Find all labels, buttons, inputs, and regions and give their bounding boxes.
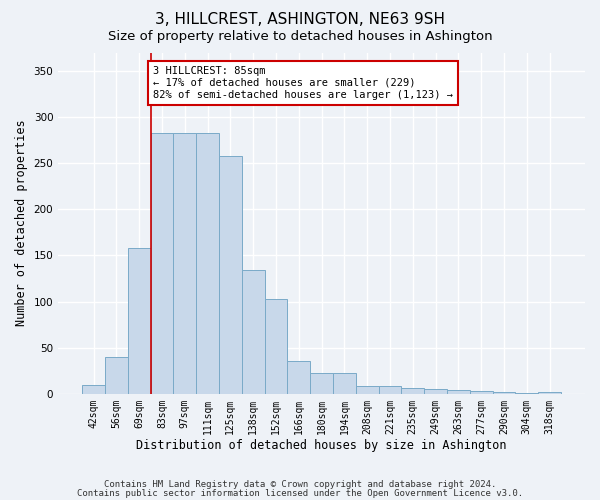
Y-axis label: Number of detached properties: Number of detached properties [15,120,28,326]
Bar [82,384,105,394]
Bar [424,389,447,394]
Bar [493,392,515,394]
Bar [219,156,242,394]
Bar [196,133,219,394]
Bar [151,133,173,394]
Text: Contains public sector information licensed under the Open Government Licence v3: Contains public sector information licen… [77,489,523,498]
Bar [379,386,401,394]
Bar [515,393,538,394]
Text: 3 HILLCREST: 85sqm
← 17% of detached houses are smaller (229)
82% of semi-detach: 3 HILLCREST: 85sqm ← 17% of detached hou… [153,66,453,100]
Bar [538,392,561,394]
Bar [356,386,379,394]
X-axis label: Distribution of detached houses by size in Ashington: Distribution of detached houses by size … [136,440,507,452]
Bar [128,248,151,394]
Bar [470,391,493,394]
Bar [401,388,424,394]
Bar [333,372,356,394]
Bar [447,390,470,394]
Bar [173,133,196,394]
Bar [310,372,333,394]
Bar [265,299,287,394]
Text: 3, HILLCREST, ASHINGTON, NE63 9SH: 3, HILLCREST, ASHINGTON, NE63 9SH [155,12,445,28]
Text: Contains HM Land Registry data © Crown copyright and database right 2024.: Contains HM Land Registry data © Crown c… [104,480,496,489]
Bar [287,360,310,394]
Bar [105,357,128,394]
Bar [242,270,265,394]
Text: Size of property relative to detached houses in Ashington: Size of property relative to detached ho… [107,30,493,43]
